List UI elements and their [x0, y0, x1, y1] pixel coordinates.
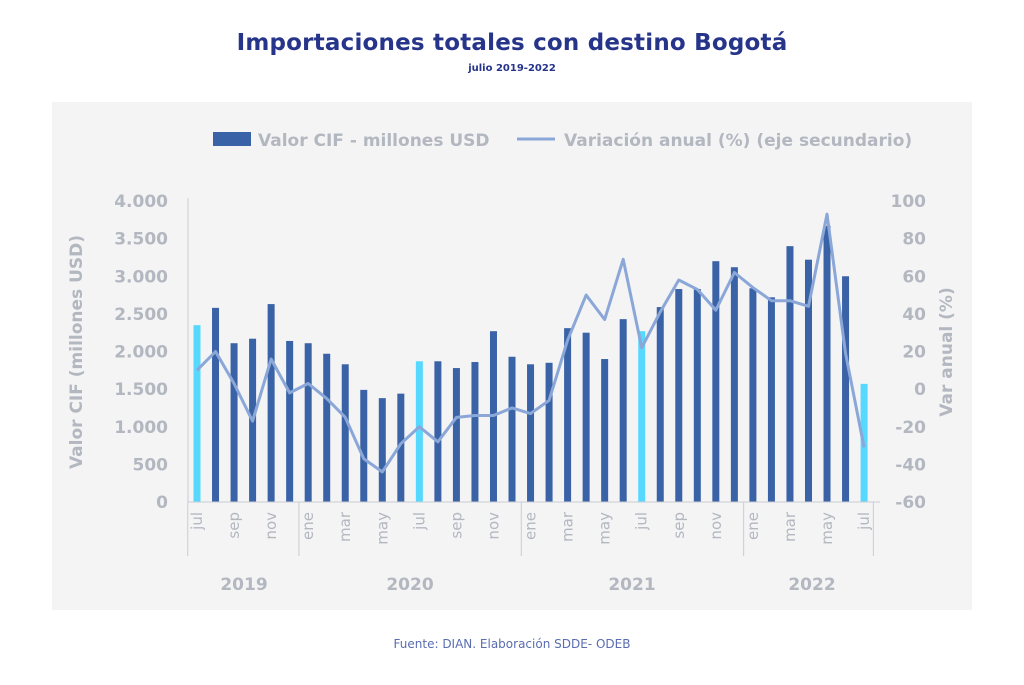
x-tick-label: jul: [188, 512, 206, 531]
bar-oct: [471, 362, 479, 502]
legend-bar-swatch: [213, 132, 251, 146]
x-tick-label: mar: [781, 511, 799, 542]
x-tick-label: jul: [633, 512, 651, 531]
x-tick-label: sep: [670, 512, 688, 539]
y-tick-label: 3.500: [114, 230, 168, 250]
x-tick-label: nov: [484, 512, 502, 540]
year-label: 2021: [608, 575, 655, 595]
bar-ene: [304, 343, 312, 502]
bar-feb: [767, 297, 775, 502]
chart-panel: [52, 102, 972, 610]
y-tick-label: 2.500: [114, 305, 168, 325]
x-tick-label: mar: [559, 511, 577, 542]
year-label: 2020: [386, 575, 433, 595]
y2-tick-label: 20: [902, 343, 926, 363]
bar-dic: [508, 356, 516, 502]
y-tick-label: 3.000: [114, 267, 168, 287]
y-tick-label: 0: [156, 493, 168, 513]
x-tick-label: jul: [855, 512, 873, 531]
bar-abr: [804, 259, 812, 502]
x-tick-label: ene: [744, 512, 762, 540]
legend-line-label: Variación anual (%) (eje secundario): [564, 131, 912, 151]
bar-dic: [730, 267, 738, 502]
bar-ago: [656, 307, 664, 502]
year-label: 2022: [788, 575, 835, 595]
bar-jul: [638, 331, 646, 502]
bar-mar: [341, 364, 349, 502]
x-tick-label: sep: [225, 512, 243, 539]
x-tick-label: sep: [447, 512, 465, 539]
x-tick-label: may: [818, 512, 836, 545]
y-tick-label: 1.000: [114, 418, 168, 438]
bar-nov: [267, 304, 275, 502]
bar-may: [378, 398, 386, 502]
legend: Valor CIF - millones USD Variación anual…: [213, 131, 912, 151]
variation-line: [195, 212, 866, 474]
y2-tick-label: 80: [902, 230, 926, 250]
bar-feb: [323, 353, 331, 502]
x-tick-label: nov: [707, 512, 725, 540]
bar-may: [823, 225, 831, 502]
bar-feb: [545, 362, 553, 502]
bar-ago: [212, 307, 220, 502]
bar-dic: [286, 340, 294, 502]
y2-tick-label: -40: [895, 455, 926, 475]
y2-tick-label: -60: [895, 493, 926, 513]
x-tick-label: nov: [262, 512, 280, 540]
year-label: 2019: [220, 575, 267, 595]
bar-jun: [619, 319, 627, 502]
source-note: Fuente: DIAN. Elaboración SDDE- ODEB: [393, 637, 631, 651]
bar-jul: [415, 361, 423, 502]
bar-sep: [675, 289, 683, 502]
y2-tick-label: 60: [902, 267, 926, 287]
bar-sep: [230, 343, 238, 502]
x-tick-label: ene: [299, 512, 317, 540]
y2-tick-label: 0: [914, 380, 926, 400]
y-tick-label: 500: [133, 455, 169, 475]
bar-mar: [564, 328, 572, 502]
y2-tick-label: 40: [902, 305, 926, 325]
bar-ene: [749, 288, 757, 502]
y-tick-label: 1.500: [114, 380, 168, 400]
x-tick-label: may: [373, 512, 391, 545]
y-tick-label: 4.000: [114, 192, 168, 212]
y-tick-label: 2.000: [114, 343, 168, 363]
bar-jun: [397, 393, 405, 502]
bar-jul: [193, 325, 201, 502]
y2-tick-label: -20: [895, 418, 926, 438]
x-tick-label: mar: [336, 511, 354, 542]
bar-ago: [434, 361, 442, 502]
bar-jun: [842, 276, 850, 502]
legend-bar-label: Valor CIF - millones USD: [258, 131, 490, 151]
bar-abr: [582, 332, 590, 502]
y2-tick-label: 100: [891, 192, 927, 212]
bar-ene: [527, 364, 535, 502]
bar-may: [601, 359, 609, 502]
y-axis-label: Valor CIF (millones USD): [67, 235, 87, 469]
x-tick-label: may: [596, 512, 614, 545]
x-tick-label: ene: [522, 512, 540, 540]
y2-axis-label: Var anual (%): [937, 287, 957, 416]
bar-nov: [712, 261, 720, 502]
chart-subtitle: julio 2019-2022: [468, 63, 556, 74]
x-tick-label: jul: [410, 512, 428, 531]
bar-sep: [452, 368, 460, 502]
chart-title: Importaciones totales con destino Bogotá: [236, 30, 788, 56]
bar-oct: [693, 289, 701, 502]
bar-abr: [360, 389, 368, 502]
bar-mar: [786, 246, 794, 502]
